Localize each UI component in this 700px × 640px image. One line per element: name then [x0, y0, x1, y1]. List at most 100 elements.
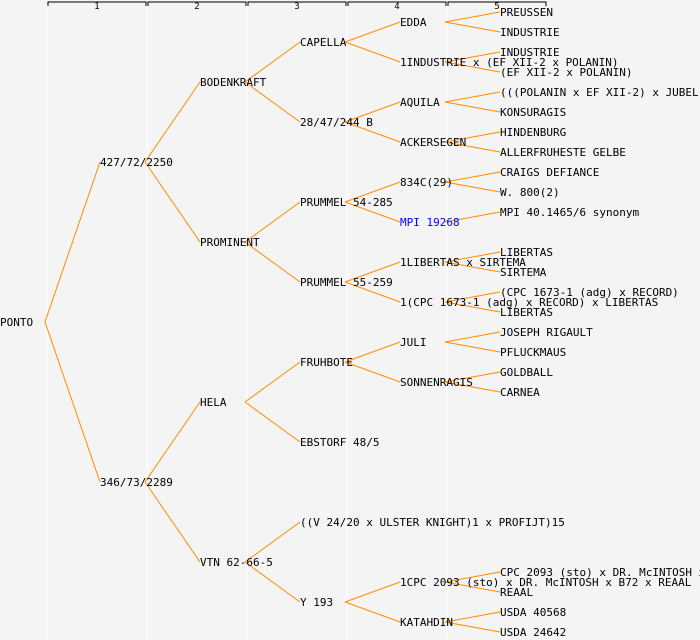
pedigree-node: PREUSSEN [500, 6, 553, 19]
connector-line [444, 181, 501, 193]
pedigree-node: EDDA [400, 16, 427, 29]
column-bracket [447, 1, 547, 6]
connector-line [444, 11, 501, 23]
connector-line [244, 561, 301, 603]
node-labels: PREUSSEN INDUSTRIE EDDA INDUSTRIE (EF XII-2 … [0, 6, 700, 639]
pedigree-node: (((POLANIN x EF XII-2) x JUBEL) x [500, 86, 700, 99]
pedigree-node: USDA 40568 [500, 606, 566, 619]
connector-line [144, 401, 201, 483]
connector-line [344, 341, 401, 363]
pedigree-node: KONSURAGIS [500, 106, 566, 119]
connector-line [444, 611, 501, 623]
pedigree-node: FRUHBOTE [300, 356, 353, 369]
connector-line [444, 371, 501, 383]
connector-line [444, 331, 501, 343]
pedigree-node: REAAL [500, 586, 533, 599]
connector-line [344, 201, 401, 223]
pedigree-node: HELA [200, 396, 227, 409]
column-header: 5 [494, 2, 499, 12]
pedigree-node: PFLUCKMAUS [500, 346, 566, 359]
connector-line [444, 381, 501, 393]
pedigree-node: SIRTEMA [500, 266, 547, 279]
connector-line [244, 401, 301, 443]
pedigree-node: PROMINENT [200, 236, 260, 249]
pedigree-node: PRUMMEL 55-259 [300, 276, 393, 289]
pedigree-node: CAPELLA [300, 36, 347, 49]
connector-line [144, 161, 201, 243]
connector-line [444, 61, 501, 73]
connector-line [444, 21, 501, 33]
column-bracket [147, 1, 247, 6]
pedigree-node: GOLDBALL [500, 366, 553, 379]
connector-line [444, 141, 501, 153]
connector-line [344, 281, 401, 303]
connector-line [144, 481, 201, 563]
pedigree-node: Y 193 [300, 596, 333, 609]
pedigree-node: JOSEPH RIGAULT [500, 326, 593, 339]
pedigree-node: VTN 62-66-5 [200, 556, 273, 569]
connector-line [444, 91, 501, 103]
connector-line [344, 601, 401, 623]
pedigree-node: 1(CPC 1673-1 (adg) x RECORD) x LIBERTAS [400, 296, 658, 309]
pedigree-node: INDUSTRIE [500, 46, 560, 59]
connector-line [444, 101, 501, 113]
pedigree-node: EBSTORF 48/5 [300, 436, 379, 449]
connector-line [444, 211, 501, 223]
column-bracket [47, 1, 147, 6]
connector-line [244, 361, 301, 403]
connector-line [444, 171, 501, 183]
column-header: 2 [194, 2, 199, 12]
connector-line [344, 21, 401, 43]
pedigree-node: JULI [400, 336, 427, 349]
pedigree-node: PRUMMEL 54-285 [300, 196, 393, 209]
connector-line [444, 261, 501, 273]
pedigree-node: KATAHDIN [400, 616, 453, 629]
pedigree-node-link[interactable]: MPI 19268 [400, 216, 460, 229]
pedigree-node: 1LIBERTAS x SIRTEMA [400, 256, 526, 269]
pedigree-node: 427/72/2250 [100, 156, 173, 169]
pedigree-node: (EF XII-2 x POLANIN) [500, 66, 632, 79]
connector-line [244, 81, 301, 123]
connector-line [44, 161, 101, 323]
pedigree-node: LIBERTAS [500, 306, 553, 319]
connector-line [344, 101, 401, 123]
connector-line [344, 41, 401, 63]
column-header: 4 [394, 2, 399, 12]
connector-line [444, 291, 501, 303]
pedigree-node: 346/73/2289 [100, 476, 173, 489]
connector-line [344, 581, 401, 603]
connector-line [44, 321, 101, 483]
pedigree-node: LIBERTAS [500, 246, 553, 259]
pedigree-node: 1INDUSTRIE x (EF XII-2 x POLANIN) [400, 56, 619, 69]
pedigree-node: 28/47/244 B [300, 116, 373, 129]
pedigree-node: (CPC 1673-1 (adg) x RECORD) [500, 286, 679, 299]
pedigree-node: MPI 40.1465/6 synonym [500, 206, 639, 219]
connector-line [444, 341, 501, 353]
pedigree-node: AQUILA [400, 96, 440, 109]
connector-line [244, 41, 301, 83]
pedigree-node: USDA 24642 [500, 626, 566, 639]
pedigree-node: ACKERSEGEN [400, 136, 466, 149]
pedigree-node: ALLERFRUHESTE GELBE [500, 146, 626, 159]
pedigree-node: ((V 24/20 x ULSTER KNIGHT)1 x PROFIJT)15 [300, 516, 565, 529]
connector-line [344, 121, 401, 143]
pedigree-node: 834C(29) [400, 176, 453, 189]
connector-line [444, 581, 501, 593]
pedigree-node: PONTO [0, 316, 33, 329]
pedigree-node: CARNEA [500, 386, 540, 399]
pedigree-node: 1CPC 2093 (sto) x DR. McINTOSH x B72 x R… [400, 576, 692, 589]
pedigree-node: BODENKRAFT [200, 76, 267, 89]
connector-line [444, 571, 501, 583]
connector-line [444, 251, 501, 263]
column-header: 3 [294, 2, 299, 12]
connector-line [444, 51, 501, 63]
connector-line [244, 521, 301, 563]
connector-line [144, 81, 201, 163]
connector-line [344, 361, 401, 383]
connector-line [244, 241, 301, 283]
pedigree-node: HINDENBURG [500, 126, 566, 139]
pedigree-node: CRAIGS DEFIANCE [500, 166, 599, 179]
pedigree-node: W. 800(2) [500, 186, 560, 199]
